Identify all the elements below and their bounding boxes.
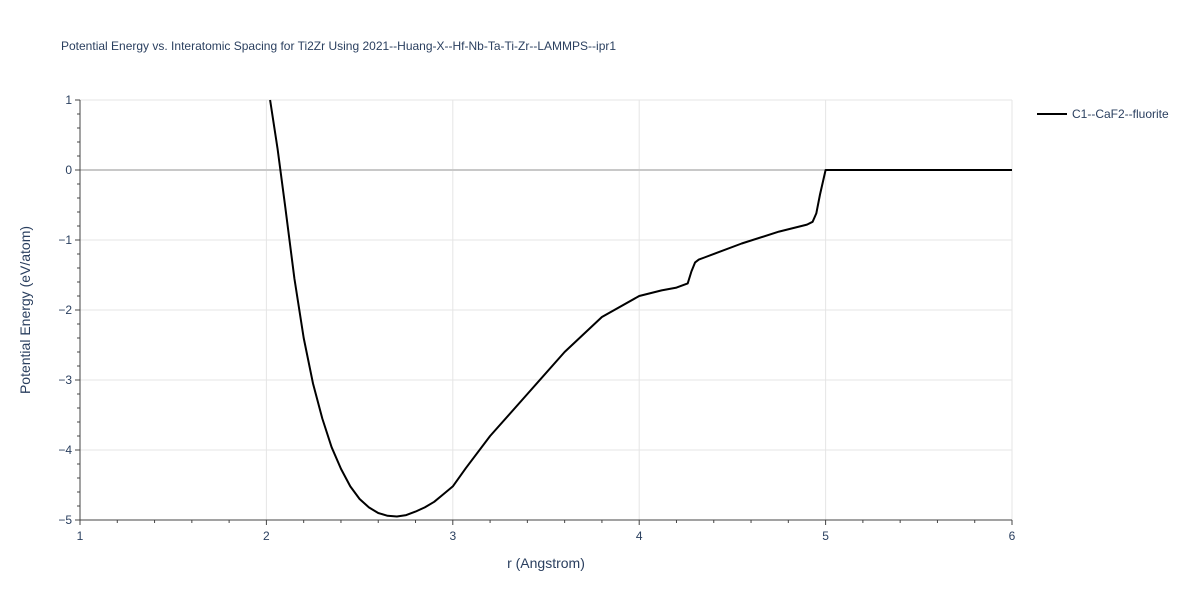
series-line[interactable] xyxy=(269,99,1012,518)
chart-title: Potential Energy vs. Interatomic Spacing… xyxy=(61,39,616,53)
tick-labels: 1 2 3 4 5 6 1 0 −1 −2 −3 −4 −5 xyxy=(58,93,1015,543)
grid-lines xyxy=(80,99,1013,520)
y-tick-label: 0 xyxy=(65,163,72,177)
y-tick-label: −1 xyxy=(58,233,72,247)
legend[interactable]: C1--CaF2--fluorite xyxy=(1037,107,1169,121)
x-tick-label: 2 xyxy=(263,529,270,543)
y-tick-label: −5 xyxy=(58,513,72,527)
x-tick-label: 1 xyxy=(77,529,84,543)
x-tick-label: 6 xyxy=(1009,529,1016,543)
y-tick-label: −4 xyxy=(58,443,72,457)
x-tick-label: 4 xyxy=(636,529,643,543)
x-tick-label: 5 xyxy=(822,529,829,543)
y-axis-title: Potential Energy (eV/atom) xyxy=(17,226,33,394)
series-lines xyxy=(269,99,1012,518)
axes xyxy=(75,99,1013,525)
legend-label: C1--CaF2--fluorite xyxy=(1072,107,1169,121)
y-tick-label: 1 xyxy=(65,93,72,107)
x-axis-title: r (Angstrom) xyxy=(507,555,585,571)
y-tick-label: −3 xyxy=(58,373,72,387)
x-tick-label: 3 xyxy=(449,529,456,543)
y-tick-label: −2 xyxy=(58,303,72,317)
